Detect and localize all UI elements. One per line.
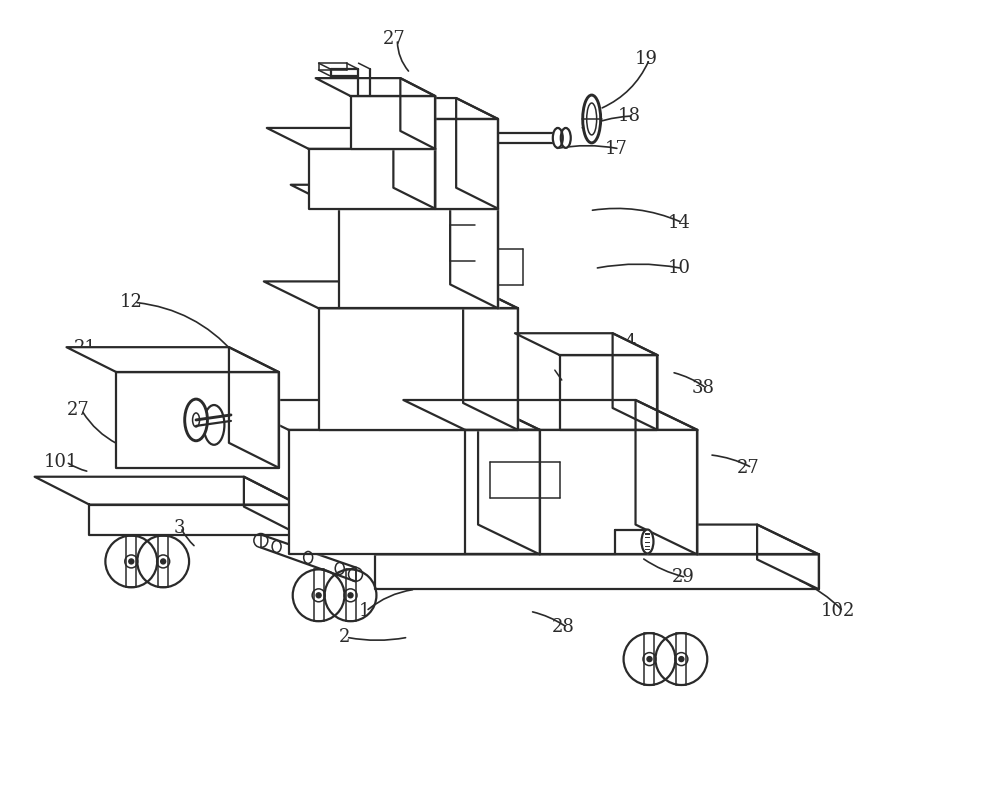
Polygon shape — [400, 78, 435, 149]
Polygon shape — [615, 530, 647, 555]
Text: 21: 21 — [73, 340, 96, 357]
Polygon shape — [463, 281, 518, 430]
Polygon shape — [35, 477, 299, 505]
Polygon shape — [309, 149, 435, 209]
Polygon shape — [116, 372, 279, 467]
Polygon shape — [264, 281, 518, 308]
Polygon shape — [613, 333, 657, 430]
Ellipse shape — [204, 405, 224, 445]
Polygon shape — [89, 505, 299, 535]
Ellipse shape — [561, 128, 571, 148]
Polygon shape — [435, 119, 498, 209]
Text: 10: 10 — [667, 260, 690, 277]
Text: 12: 12 — [119, 293, 142, 312]
Text: 28: 28 — [552, 618, 575, 636]
Circle shape — [129, 559, 134, 564]
Text: 18: 18 — [618, 107, 641, 125]
Ellipse shape — [553, 128, 563, 148]
Text: 102: 102 — [821, 602, 855, 620]
Text: 14: 14 — [667, 213, 690, 232]
Circle shape — [348, 593, 353, 598]
Text: 101: 101 — [44, 453, 78, 471]
Polygon shape — [393, 128, 435, 209]
Text: 1: 1 — [358, 602, 370, 620]
Text: 17: 17 — [605, 140, 628, 158]
Polygon shape — [67, 348, 279, 372]
Polygon shape — [375, 555, 819, 590]
Polygon shape — [267, 128, 435, 149]
Text: 3: 3 — [173, 519, 185, 537]
Polygon shape — [636, 400, 697, 555]
Polygon shape — [515, 333, 657, 355]
Ellipse shape — [185, 400, 207, 441]
Ellipse shape — [587, 103, 597, 135]
Polygon shape — [244, 477, 299, 535]
Text: 27: 27 — [737, 459, 760, 477]
Polygon shape — [319, 308, 518, 430]
Polygon shape — [403, 400, 697, 430]
Polygon shape — [339, 209, 498, 308]
Polygon shape — [291, 185, 498, 209]
Polygon shape — [227, 400, 540, 430]
Text: 27: 27 — [382, 30, 405, 48]
Text: 19: 19 — [635, 50, 658, 68]
Polygon shape — [289, 430, 540, 555]
Text: 2: 2 — [339, 628, 350, 646]
Polygon shape — [316, 78, 435, 96]
Circle shape — [316, 593, 321, 598]
Polygon shape — [560, 355, 657, 430]
Circle shape — [161, 559, 166, 564]
Text: 29: 29 — [671, 568, 694, 586]
Polygon shape — [229, 348, 279, 467]
Text: 38: 38 — [691, 379, 714, 397]
Polygon shape — [351, 96, 435, 149]
Text: 27: 27 — [67, 401, 89, 419]
Circle shape — [679, 657, 684, 662]
Ellipse shape — [642, 530, 653, 554]
Polygon shape — [757, 525, 819, 590]
Polygon shape — [393, 98, 498, 119]
Polygon shape — [314, 525, 819, 555]
Circle shape — [647, 657, 652, 662]
Polygon shape — [465, 430, 697, 555]
Polygon shape — [450, 185, 498, 308]
Ellipse shape — [583, 95, 601, 143]
Polygon shape — [478, 400, 540, 555]
Ellipse shape — [193, 413, 200, 427]
Polygon shape — [456, 98, 498, 209]
Text: 4: 4 — [625, 333, 636, 352]
